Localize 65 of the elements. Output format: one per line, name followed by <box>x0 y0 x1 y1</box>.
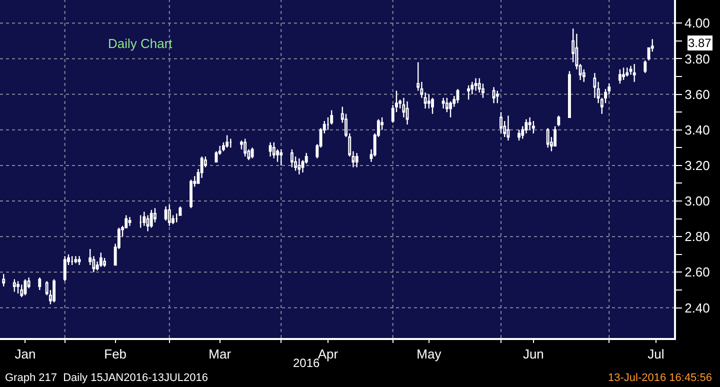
candlestick <box>52 278 56 304</box>
candlestick <box>168 204 171 227</box>
y-tick-label: 3.80 <box>684 51 710 66</box>
y-tick-label: 3.20 <box>684 158 710 173</box>
y-tick-label: 2.40 <box>684 300 710 316</box>
candlestick <box>518 129 520 142</box>
y-tick-label: 3.40 <box>684 122 710 138</box>
candlestick <box>244 138 247 158</box>
candlestick <box>622 67 626 81</box>
candlestick <box>63 256 66 282</box>
x-tick-label: Mar <box>208 346 232 362</box>
candlestick <box>12 278 16 292</box>
candlestick <box>99 252 102 268</box>
candlestick <box>442 97 445 110</box>
candlestick <box>528 116 532 130</box>
candlestick <box>250 147 254 159</box>
text: 13-Jul-2016 16:45:56 <box>608 372 712 384</box>
candlestick <box>626 67 629 78</box>
candlestick <box>406 100 409 126</box>
candlestick <box>128 216 132 227</box>
candlestick <box>16 280 20 294</box>
candlestick <box>290 148 294 168</box>
candlestick <box>431 97 434 114</box>
candlestick <box>70 256 74 266</box>
y-tick-label: 3.60 <box>684 86 710 102</box>
x-tick-label: Apr <box>318 346 339 362</box>
candlestick <box>190 179 193 209</box>
candlestick <box>280 148 283 166</box>
candlestick <box>467 84 470 100</box>
text: 3.87 <box>688 36 712 50</box>
candlestick <box>500 111 502 134</box>
candlestick <box>618 68 622 84</box>
candlestick <box>506 115 510 142</box>
candlestick <box>38 276 42 291</box>
candlestick <box>496 90 499 104</box>
candlestick <box>546 127 550 148</box>
x-tick-label: Jun <box>522 346 544 362</box>
candlestick <box>226 134 229 148</box>
candlestick <box>632 63 636 82</box>
y-tick-label: 3.00 <box>684 194 710 209</box>
candlestick <box>355 152 358 168</box>
candlestick <box>557 115 560 127</box>
candlestick <box>532 120 535 134</box>
candlestick <box>268 142 272 158</box>
x-tick-label: Jan <box>14 346 36 362</box>
y-tick-label: 4.00 <box>684 16 710 31</box>
candlestick <box>568 70 571 118</box>
candlestick <box>150 209 153 228</box>
text: Daily Chart <box>108 36 173 51</box>
candlestick <box>272 142 276 159</box>
y-tick-label: 2.60 <box>684 264 710 280</box>
candlestick <box>229 138 232 148</box>
candlestick <box>474 78 478 92</box>
candlestick <box>492 86 496 104</box>
candlestick <box>139 214 142 228</box>
x-tick-label: Feb <box>104 346 127 362</box>
candlestick <box>78 256 81 266</box>
x-tick-label: Jul <box>648 346 664 362</box>
y-tick-label: 2.80 <box>684 229 710 244</box>
candlestick <box>644 60 647 74</box>
candlestick <box>74 256 78 264</box>
candlestick <box>456 88 460 104</box>
candlestick <box>298 158 301 175</box>
caption: Graph 217 Daily 15JAN2016-13JUL2016 <box>5 372 208 384</box>
x-tick-label: May <box>416 346 442 362</box>
